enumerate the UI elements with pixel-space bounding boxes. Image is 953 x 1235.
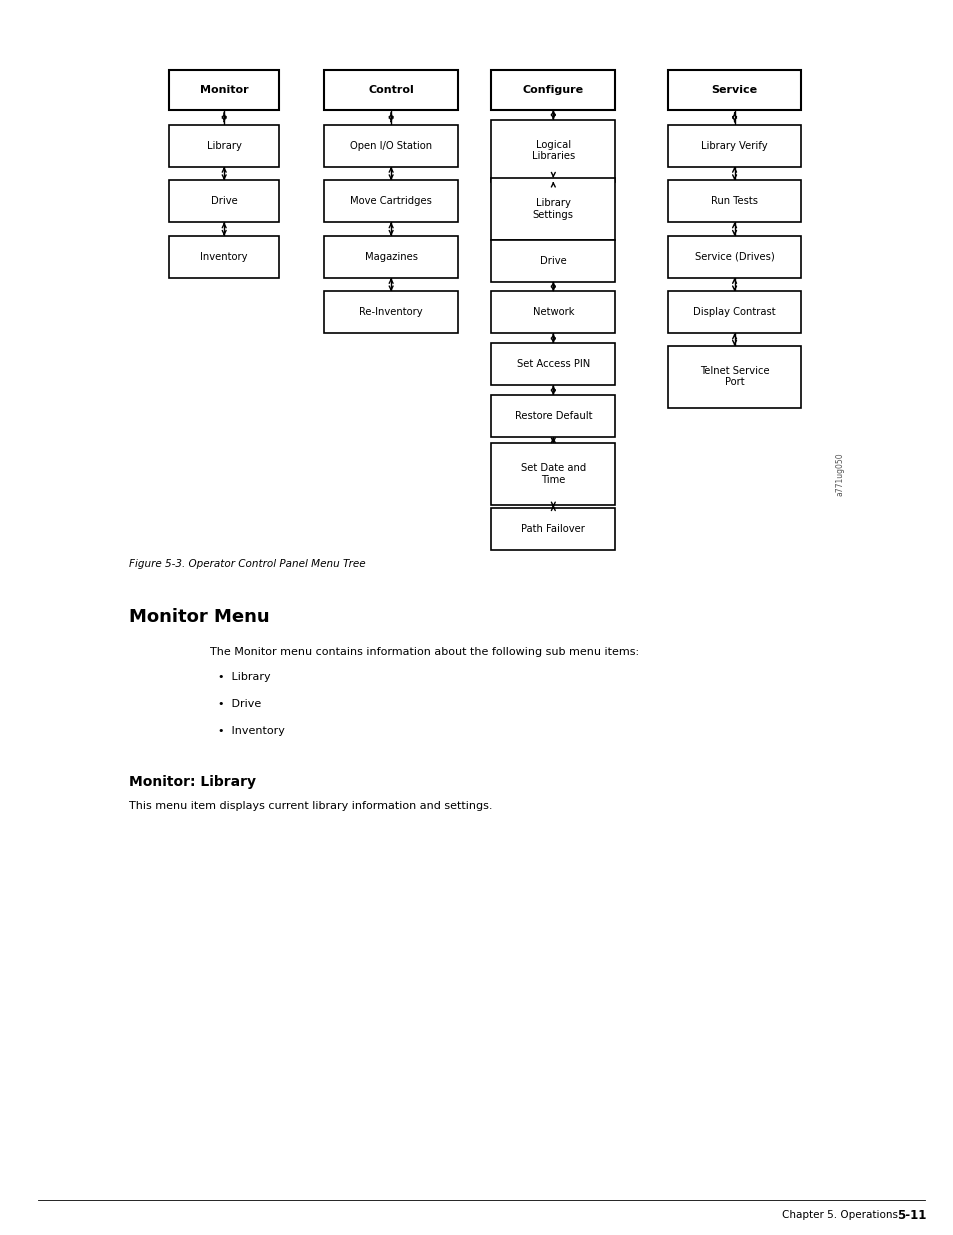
Bar — [667, 236, 801, 278]
Text: Figure 5-3. Operator Control Panel Menu Tree: Figure 5-3. Operator Control Panel Menu … — [129, 559, 365, 569]
Bar — [491, 70, 615, 110]
Bar — [667, 291, 801, 333]
Bar — [667, 346, 801, 408]
Text: •  Library: • Library — [217, 672, 270, 682]
Text: •  Inventory: • Inventory — [217, 726, 284, 736]
Bar — [324, 291, 457, 333]
Bar — [491, 120, 615, 182]
Text: Network: Network — [532, 308, 574, 317]
Text: Chapter 5. Operations: Chapter 5. Operations — [781, 1210, 898, 1220]
Text: This menu item displays current library information and settings.: This menu item displays current library … — [129, 802, 492, 811]
Bar — [491, 291, 615, 333]
Text: Monitor: Library: Monitor: Library — [129, 774, 255, 789]
Text: 5-11: 5-11 — [896, 1209, 925, 1221]
Bar — [491, 443, 615, 505]
Bar — [667, 125, 801, 167]
Text: Set Access PIN: Set Access PIN — [517, 359, 589, 369]
Text: Library
Settings: Library Settings — [533, 198, 573, 220]
Bar — [170, 125, 278, 167]
Bar — [170, 180, 278, 222]
Text: Telnet Service
Port: Telnet Service Port — [700, 366, 768, 388]
Bar — [491, 508, 615, 550]
Bar — [324, 236, 457, 278]
Text: Restore Default: Restore Default — [514, 411, 592, 421]
Text: Set Date and
Time: Set Date and Time — [520, 463, 585, 485]
Text: Magazines: Magazines — [364, 252, 417, 262]
Bar — [324, 70, 457, 110]
Bar — [491, 178, 615, 240]
Bar — [491, 395, 615, 437]
Text: Control: Control — [368, 85, 414, 95]
Bar — [491, 240, 615, 282]
Text: Monitor: Monitor — [200, 85, 248, 95]
Bar — [667, 70, 801, 110]
Bar — [324, 125, 457, 167]
Bar — [324, 180, 457, 222]
Text: The Monitor menu contains information about the following sub menu items:: The Monitor menu contains information ab… — [210, 647, 639, 657]
Text: Re-Inventory: Re-Inventory — [359, 308, 422, 317]
Text: a771ug050: a771ug050 — [834, 453, 843, 496]
Bar — [667, 180, 801, 222]
Text: Move Cartridges: Move Cartridges — [350, 196, 432, 206]
Text: Inventory: Inventory — [200, 252, 248, 262]
Bar — [170, 70, 278, 110]
Text: Service (Drives): Service (Drives) — [694, 252, 774, 262]
Text: Drive: Drive — [211, 196, 237, 206]
Text: Logical
Libraries: Logical Libraries — [531, 140, 575, 162]
Text: Configure: Configure — [522, 85, 583, 95]
Text: Drive: Drive — [539, 256, 566, 266]
Bar — [491, 343, 615, 385]
Bar — [170, 236, 278, 278]
Text: Path Failover: Path Failover — [521, 524, 584, 534]
Text: Run Tests: Run Tests — [710, 196, 758, 206]
Text: Library Verify: Library Verify — [700, 141, 767, 151]
Text: Library: Library — [207, 141, 241, 151]
Text: Monitor Menu: Monitor Menu — [129, 609, 269, 626]
Text: Service: Service — [711, 85, 757, 95]
Text: Open I/O Station: Open I/O Station — [350, 141, 432, 151]
Text: Display Contrast: Display Contrast — [693, 308, 775, 317]
Text: •  Drive: • Drive — [217, 699, 260, 709]
